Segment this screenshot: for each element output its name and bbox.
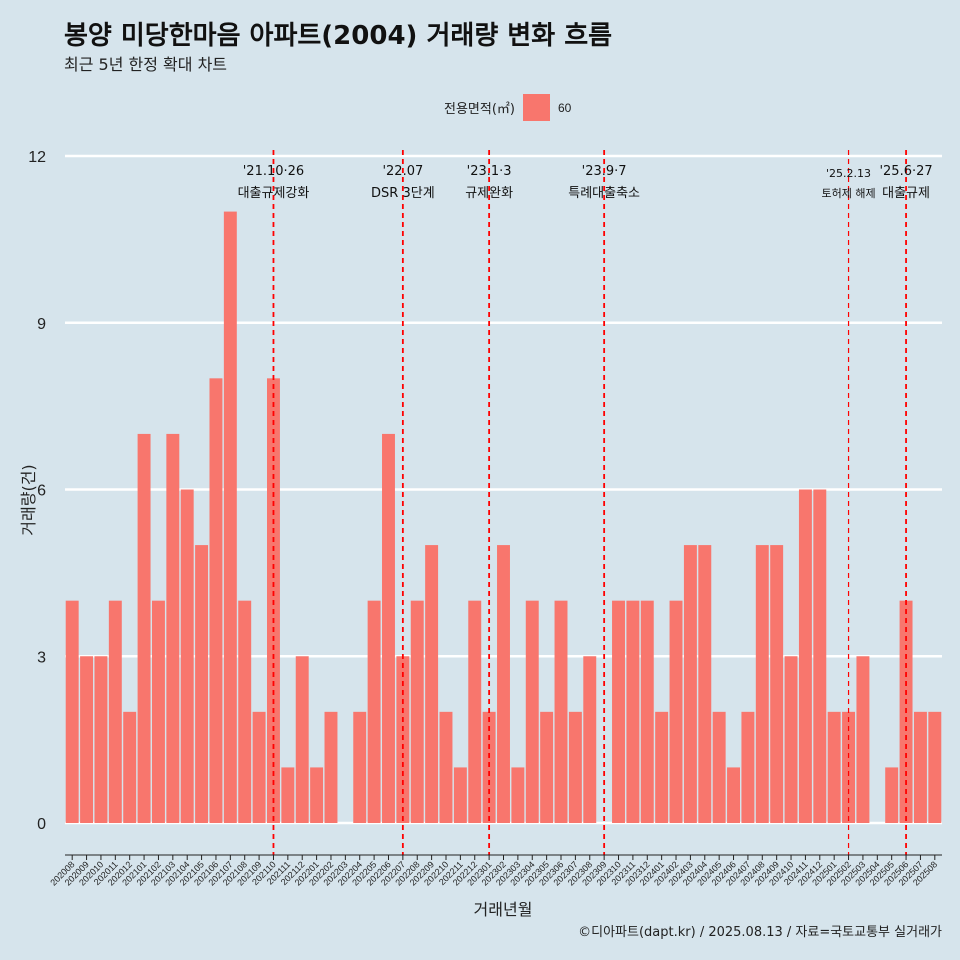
bar — [295, 656, 309, 823]
event-text-label: 대출규제강화 — [238, 186, 310, 201]
event-text-label: 토허제 해제 — [821, 186, 875, 200]
bar — [770, 545, 784, 823]
bar — [482, 711, 496, 823]
caption: ©디아파트(dapt.kr) / 2025.08.13 / 자료=국토교통부 실… — [578, 925, 942, 940]
bar — [741, 711, 755, 823]
bar — [281, 767, 295, 823]
bar — [80, 656, 94, 823]
bar — [137, 433, 151, 823]
bar — [842, 711, 856, 823]
bar — [94, 656, 108, 823]
bar — [180, 489, 194, 823]
event-date-label: '22.07 — [382, 164, 423, 179]
event-date-label: '25.6·27 — [879, 164, 932, 179]
event-date-label: '25.2.13 — [826, 167, 871, 180]
y-tick-label: 9 — [37, 316, 46, 333]
bar — [712, 711, 726, 823]
y-tick-label: 0 — [37, 816, 46, 833]
bar — [885, 767, 899, 823]
bar — [453, 767, 467, 823]
legend-label: 60 — [558, 101, 572, 115]
bar — [784, 656, 798, 823]
chart-subtitle: 최근 5년 한정 확대 차트 — [64, 55, 227, 74]
bar — [626, 600, 640, 823]
bar — [195, 545, 209, 823]
legend-title: 전용면적(㎡) — [444, 102, 515, 117]
event-date-label: '23.1·3 — [467, 164, 512, 179]
y-tick-label: 12 — [28, 149, 46, 166]
bar — [525, 600, 539, 823]
bar — [583, 656, 597, 823]
bar — [108, 600, 122, 823]
bar — [640, 600, 654, 823]
bar — [223, 211, 237, 824]
bar — [655, 711, 669, 823]
y-axis-title: 거래량(건) — [19, 464, 38, 535]
y-tick-label: 3 — [37, 649, 46, 666]
bar — [827, 711, 841, 823]
bar — [497, 545, 510, 823]
x-axis: 2020082020092020102020112020122021012021… — [48, 854, 942, 888]
bar — [382, 433, 395, 823]
bar — [727, 767, 741, 823]
bar — [698, 545, 712, 823]
bar — [310, 767, 324, 823]
bar — [813, 489, 827, 823]
chart-title: 봉양 미당한마음 아파트(2004) 거래량 변화 흐름 — [64, 21, 612, 51]
bar — [856, 656, 870, 823]
bar — [468, 600, 482, 823]
bar — [367, 600, 381, 823]
bar — [755, 545, 769, 823]
event-text-label: 특례대출축소 — [568, 186, 640, 201]
bar — [151, 600, 165, 823]
bars — [65, 211, 942, 824]
bar — [928, 711, 942, 823]
bar — [425, 545, 439, 823]
bar — [669, 600, 683, 823]
event-text-label: 대출규제 — [882, 186, 930, 201]
bar — [568, 711, 582, 823]
event-markers: '21.10·26 대출규제강화 '22.07 DSR 3단계 '23.1·3 규제완화 '… — [238, 150, 933, 855]
y-tick-labels: 0 3 6 9 12 — [28, 149, 46, 833]
bar — [238, 600, 252, 823]
bar — [353, 711, 367, 823]
bar — [798, 489, 812, 823]
bar — [65, 600, 79, 823]
legend-swatch — [523, 94, 550, 121]
bar — [324, 711, 338, 823]
legend: 전용면적(㎡) 60 — [444, 94, 572, 121]
bar — [209, 378, 223, 823]
bar — [252, 711, 266, 823]
event-text-label: 규제완화 — [465, 186, 513, 201]
bar — [439, 711, 453, 823]
y-tick-label: 6 — [37, 483, 46, 500]
bar — [511, 767, 525, 823]
event-text-label: DSR 3단계 — [371, 186, 435, 201]
event-date-label: '21.10·26 — [243, 164, 304, 179]
x-axis-title: 거래년월 — [474, 900, 533, 919]
bar — [554, 600, 568, 823]
event-date-label: '23.9·7 — [582, 164, 627, 179]
bar — [123, 711, 137, 823]
bar — [913, 711, 927, 823]
bar — [540, 711, 554, 823]
bar — [612, 600, 625, 823]
bar — [683, 545, 697, 823]
bar — [166, 433, 180, 823]
bar — [410, 600, 424, 823]
